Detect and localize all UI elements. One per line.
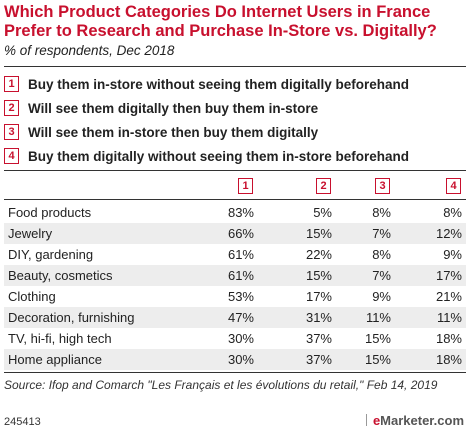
table-cell: 37% — [305, 352, 332, 367]
table-cell: 7% — [372, 226, 391, 241]
chart-title: Which Product Categories Do Internet Use… — [4, 3, 437, 40]
legend-label: Buy them digitally without seeing them i… — [28, 148, 410, 164]
table-cell: 15% — [305, 226, 332, 241]
header-rule — [4, 199, 466, 200]
brand-name: Marketer — [380, 413, 434, 428]
table-cell: 18% — [435, 331, 462, 346]
table-row: Decoration, furnishing 47% 31% 11% 11% — [4, 307, 466, 328]
brand-suffix: .com — [433, 413, 464, 428]
legend-number-box: 4 — [4, 148, 19, 164]
table-cell: 18% — [435, 352, 462, 367]
table-row: Food products 83% 5% 8% 8% — [4, 202, 466, 223]
table-cell: 9% — [443, 247, 462, 262]
column-header-box: 4 — [446, 178, 461, 194]
legend-item: 3 Will see them in-store then buy them di… — [4, 122, 318, 142]
row-label: Food products — [8, 205, 92, 220]
top-rule — [4, 66, 466, 67]
table-row: TV, hi-fi, high tech 30% 37% 15% 18% — [4, 328, 466, 349]
table-row: Home appliance 30% 37% 15% 18% — [4, 349, 466, 370]
table-cell: 83% — [227, 205, 254, 220]
table-cell: 31% — [305, 310, 332, 325]
legend-number-box: 2 — [4, 100, 19, 116]
table-cell: 15% — [364, 352, 391, 367]
table-cell: 11% — [365, 310, 391, 325]
row-label: TV, hi-fi, high tech — [8, 331, 112, 346]
table-cell: 47% — [227, 310, 254, 325]
table-cell: 17% — [435, 268, 462, 283]
table-cell: 53% — [227, 289, 254, 304]
table-cell: 8% — [372, 247, 391, 262]
column-header-box: 3 — [375, 178, 390, 194]
table-cell: 30% — [227, 331, 254, 346]
legend-label: Buy them in-store without seeing them di… — [28, 76, 410, 92]
legend-item: 2 Will see them digitally then buy them i… — [4, 98, 318, 118]
table-cell: 8% — [372, 205, 391, 220]
table-cell: 8% — [443, 205, 462, 220]
brand-divider — [365, 414, 367, 426]
table-cell: 5% — [313, 205, 332, 220]
legend-label: Will see them digitally then buy them in… — [28, 100, 319, 116]
legend-item: 1 Buy them in-store without seeing them d… — [4, 74, 409, 94]
row-label: Jewelry — [8, 226, 53, 241]
row-label: Clothing — [8, 289, 56, 304]
table-cell: 61% — [227, 247, 254, 262]
column-header-box: 2 — [316, 178, 331, 194]
legend-number-box: 1 — [4, 76, 19, 92]
column-header-box: 1 — [238, 178, 253, 194]
table-row: Beauty, cosmetics 61% 15% 7% 17% — [4, 265, 466, 286]
table-row: Jewelry 66% 15% 7% 12% — [4, 223, 466, 244]
row-label: Beauty, cosmetics — [8, 268, 113, 283]
table-cell: 9% — [372, 289, 391, 304]
legend-item: 4 Buy them digitally without seeing them … — [4, 146, 409, 166]
table-cell: 15% — [305, 268, 332, 283]
table-cell: 12% — [435, 226, 462, 241]
table-cell: 7% — [372, 268, 391, 283]
table-cell: 11% — [436, 310, 462, 325]
source-note: Source: Ifop and Comarch "Les Français e… — [4, 378, 438, 392]
table-cell: 30% — [227, 352, 254, 367]
legend-label: Will see them in-store then buy them dig… — [28, 124, 319, 140]
table-row: Clothing 53% 17% 9% 21% — [4, 286, 466, 307]
bottom-rule — [4, 372, 466, 373]
brand-logo: eMarketer.com — [360, 413, 464, 428]
legend-rule — [4, 170, 466, 171]
table-cell: 17% — [305, 289, 332, 304]
row-label: Home appliance — [8, 352, 102, 367]
legend-number-box: 3 — [4, 124, 19, 140]
table-cell: 15% — [364, 331, 391, 346]
chart-id: 245413 — [4, 416, 41, 428]
table-cell: 37% — [305, 331, 332, 346]
row-label: Decoration, furnishing — [8, 310, 135, 325]
table-cell: 21% — [435, 289, 462, 304]
table-row: DIY, gardening 61% 22% 8% 9% — [4, 244, 466, 265]
table-cell: 61% — [227, 268, 254, 283]
row-label: DIY, gardening — [8, 247, 94, 262]
table-cell: 22% — [305, 247, 332, 262]
table-cell: 66% — [227, 226, 254, 241]
brand-prefix: e — [372, 413, 381, 428]
chart-subtitle: % of respondents, Dec 2018 — [4, 43, 175, 58]
